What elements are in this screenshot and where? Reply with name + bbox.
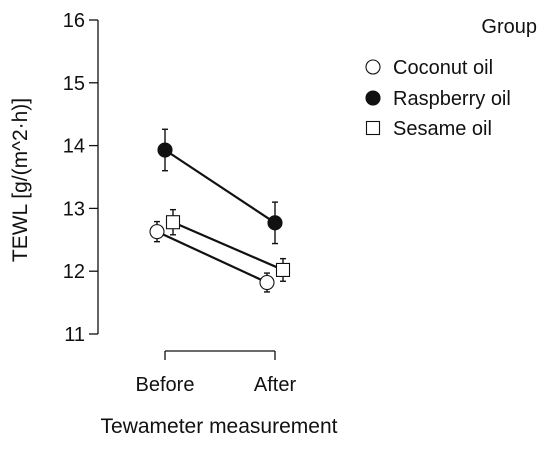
data-point bbox=[149, 224, 165, 240]
data-point bbox=[165, 215, 181, 230]
y-tick-label: 12 bbox=[63, 261, 85, 283]
series-sesame-oil bbox=[165, 208, 291, 282]
x-axis-title: Tewameter measurement bbox=[101, 415, 338, 438]
series-coconut-oil bbox=[149, 220, 275, 293]
x-axis: Before After bbox=[136, 350, 297, 396]
y-tick-label: 14 bbox=[63, 136, 85, 158]
data-point bbox=[157, 142, 173, 158]
legend-marker bbox=[365, 59, 381, 75]
y-tick-label: 11 bbox=[64, 324, 85, 346]
legend: Group Coconut oil Raspberry oil Sesame oil bbox=[365, 16, 537, 140]
y-axis-title: TEWL [g/(m^2·h)] bbox=[9, 98, 32, 262]
series-line bbox=[156, 230, 268, 284]
y-tick-label: 13 bbox=[63, 198, 85, 220]
legend-label: Coconut oil bbox=[393, 57, 493, 79]
data-point bbox=[259, 274, 275, 291]
x-tick-label: After bbox=[254, 374, 297, 396]
legend-label: Raspberry oil bbox=[393, 88, 511, 110]
legend-title: Group bbox=[481, 16, 537, 38]
y-tick-label: 15 bbox=[63, 73, 85, 95]
data-point bbox=[275, 262, 291, 277]
series-raspberry-oil bbox=[157, 128, 283, 245]
legend-label: Sesame oil bbox=[393, 118, 492, 140]
series-line bbox=[164, 149, 276, 224]
plot-area bbox=[149, 128, 291, 293]
legend-marker bbox=[365, 90, 381, 106]
legend-marker bbox=[365, 120, 381, 136]
x-tick-label: Before bbox=[136, 374, 195, 396]
y-tick-label: 16 bbox=[63, 10, 85, 32]
data-point bbox=[267, 215, 283, 231]
series-line bbox=[172, 221, 284, 271]
y-axis: 11 12 13 14 15 16 bbox=[63, 10, 99, 346]
